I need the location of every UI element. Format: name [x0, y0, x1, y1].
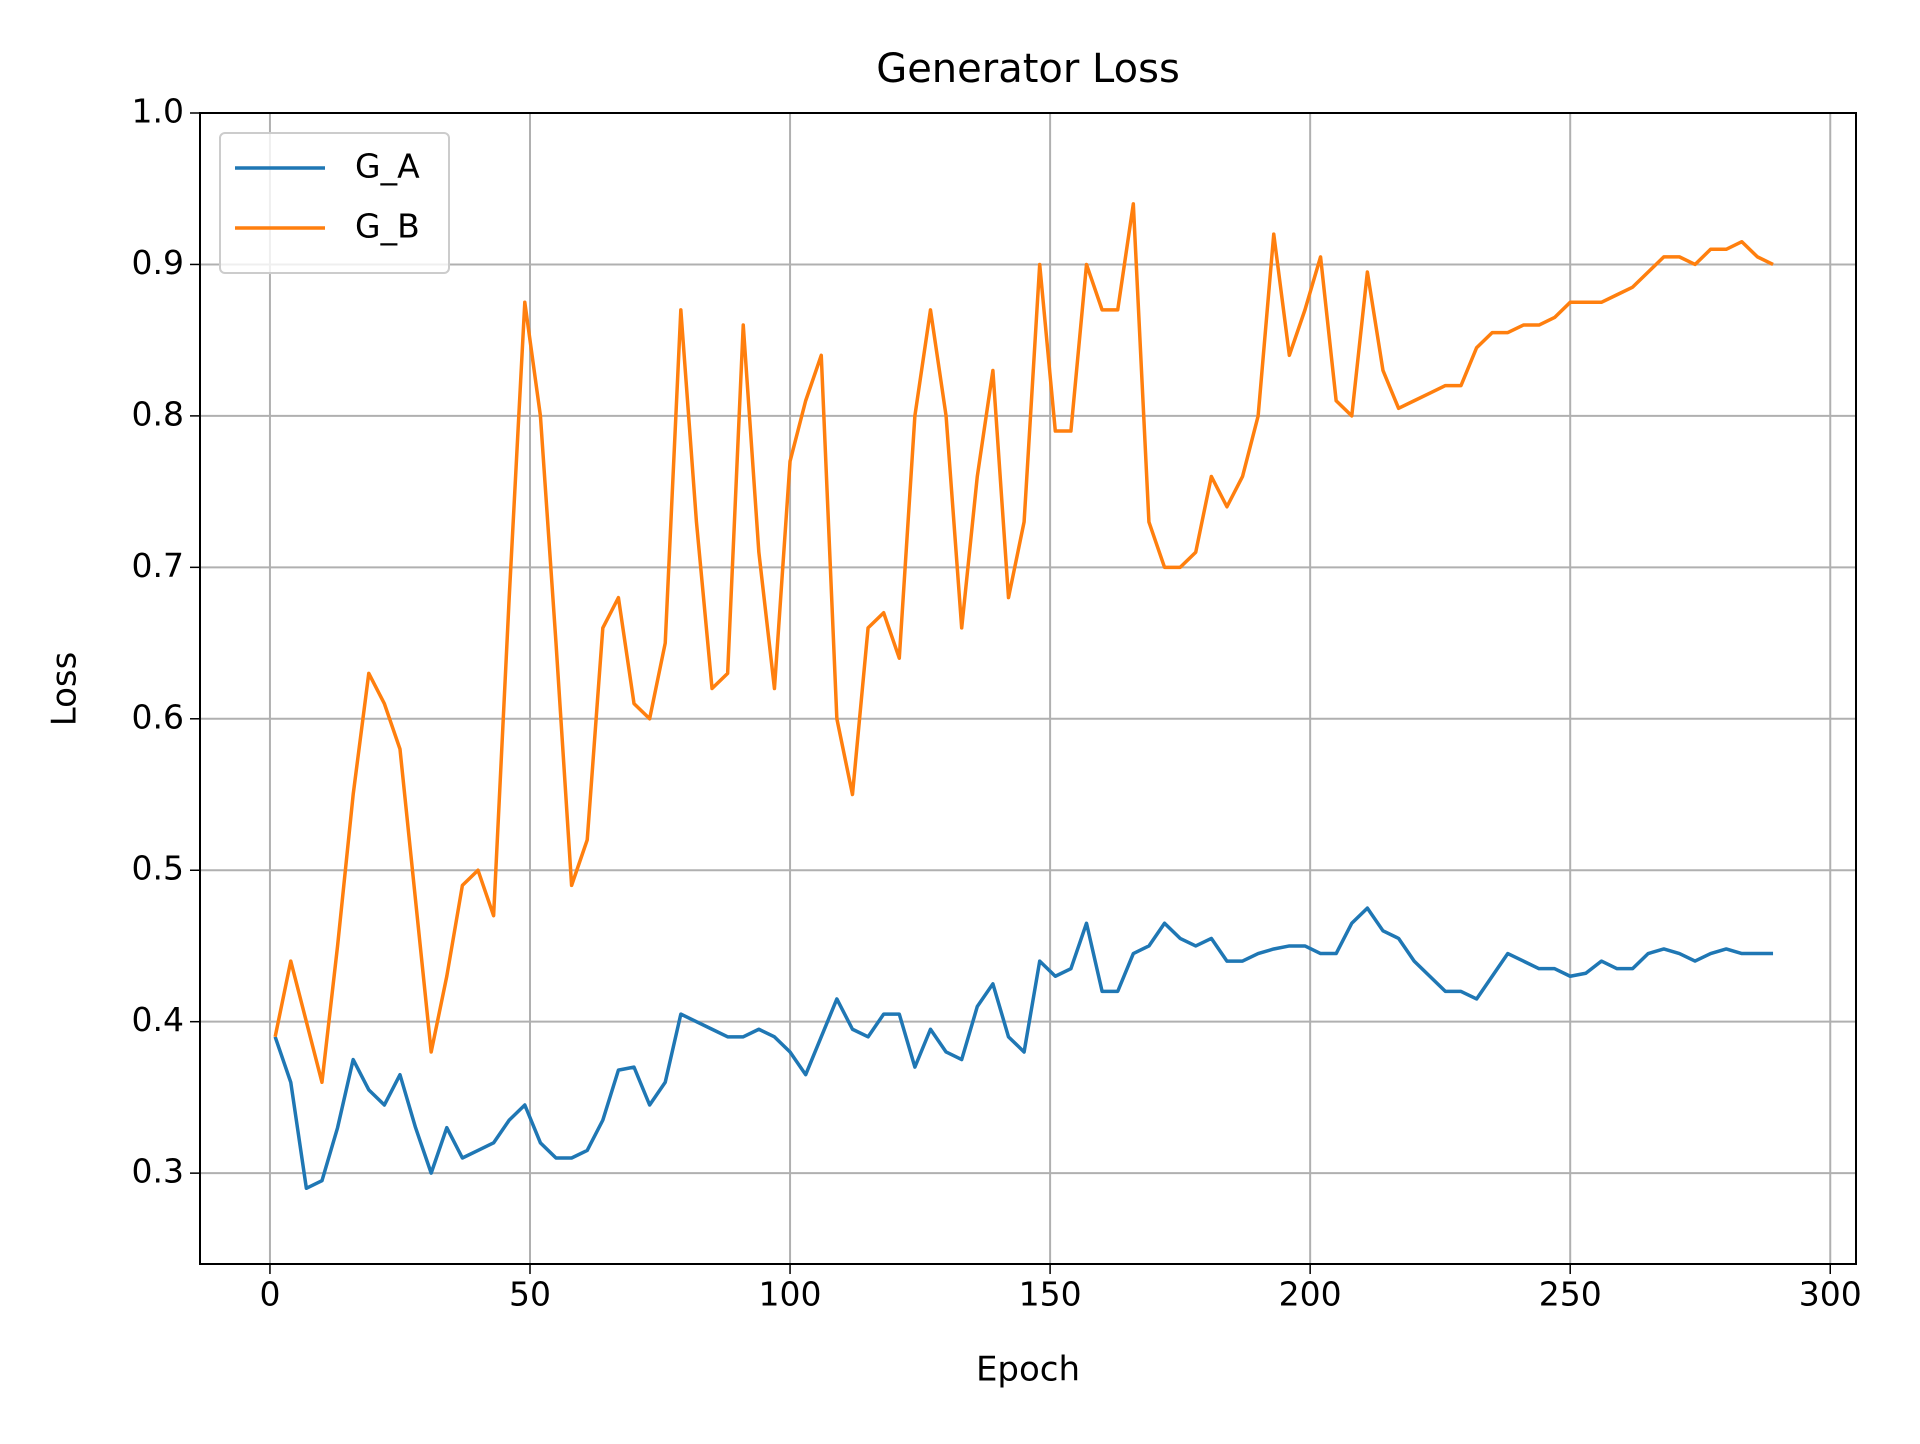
y-tick-label: 0.7 — [132, 546, 184, 585]
y-tick-label: 0.8 — [132, 394, 184, 433]
x-tick-label: 100 — [759, 1275, 822, 1314]
x-tick-label: 150 — [1019, 1275, 1082, 1314]
chart-title: Generator Loss — [876, 46, 1180, 92]
x-tick-label: 0 — [259, 1275, 280, 1314]
y-tick-label: 0.4 — [132, 1000, 184, 1039]
y-tick-label: 1.0 — [132, 92, 184, 131]
y-tick-label: 0.6 — [132, 697, 184, 736]
series-line — [273, 906, 1774, 1191]
x-tick-label: 250 — [1539, 1275, 1602, 1314]
x-tick-label: 200 — [1279, 1275, 1342, 1314]
legend-label: G_B — [355, 207, 420, 246]
y-tick-label: 0.9 — [132, 243, 184, 282]
y-tick-label: 0.5 — [132, 849, 184, 888]
y-tick-label: 0.3 — [132, 1152, 184, 1191]
x-tick-label: 300 — [1799, 1275, 1862, 1314]
plot-frame — [199, 112, 1857, 1265]
x-axis-label: Epoch — [976, 1350, 1080, 1390]
y-axis-label: Loss — [45, 652, 85, 727]
series-line — [273, 202, 1774, 1085]
legend-label: G_A — [355, 147, 420, 186]
x-tick-label: 50 — [509, 1275, 551, 1314]
